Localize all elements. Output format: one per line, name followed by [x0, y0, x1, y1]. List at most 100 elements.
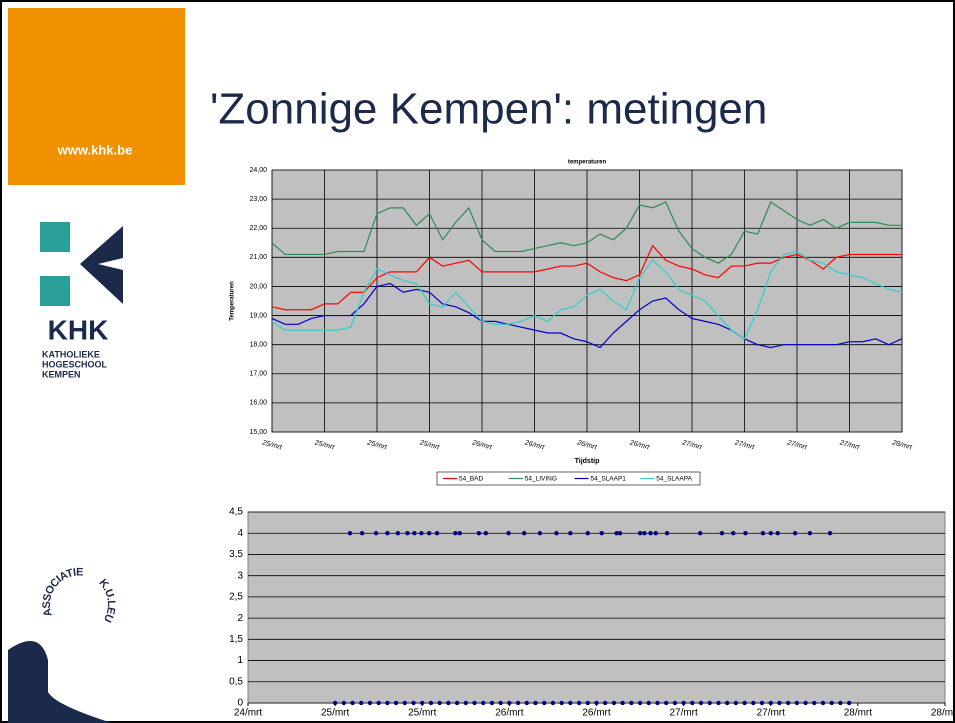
y-tick-label: 15,00 — [249, 429, 267, 436]
corner-shape — [8, 641, 112, 723]
x-tick-label: 26/mrt — [495, 708, 524, 719]
scatter-point — [614, 531, 619, 536]
orange-block — [8, 8, 185, 185]
scatter-point — [731, 531, 736, 536]
scatter-point — [476, 531, 482, 536]
scatter-point — [542, 700, 547, 706]
scatter-point — [550, 700, 556, 706]
scatter-point — [642, 531, 647, 536]
y-tick-label: 22,00 — [249, 225, 267, 232]
scatter-point — [653, 531, 658, 536]
scatter-point — [820, 700, 826, 706]
logo-name: KHK — [48, 314, 109, 345]
scatter-point — [507, 700, 512, 706]
scatter-point — [402, 700, 408, 706]
y-tick-label: 4 — [237, 528, 243, 539]
series-line — [271, 201, 902, 264]
scatter-point — [568, 531, 573, 536]
scatter-point — [629, 700, 634, 706]
scatter-point — [350, 700, 355, 706]
slide-title: 'Zonnige Kempen': metingen — [210, 85, 767, 134]
scatter-point — [807, 531, 813, 536]
logo-line: KATHOLIEKE — [42, 349, 100, 359]
scatter-point — [434, 531, 440, 536]
scatter-point — [655, 700, 660, 706]
scatter-point — [585, 700, 590, 706]
y-tick-label: 20,00 — [249, 283, 267, 290]
scatter-point — [664, 700, 669, 706]
y-tick-label: 17,00 — [249, 371, 267, 378]
x-tick-label: 26/mrt — [582, 708, 611, 719]
scatter-point — [637, 531, 643, 536]
y-tick-label: 19,00 — [249, 312, 267, 319]
scatter-point — [777, 700, 782, 706]
scatter-point — [716, 700, 721, 706]
scatter-point — [751, 700, 756, 706]
y-axis-title: Temperaturen — [230, 281, 236, 321]
scatter-point — [359, 531, 365, 536]
scatter-point — [846, 700, 852, 706]
scatter-point — [428, 700, 434, 706]
x-tick-label: 28/mrt — [931, 708, 955, 719]
scatter-point — [760, 531, 766, 536]
y-tick-label: 23,00 — [249, 196, 267, 203]
scatter-point — [367, 700, 373, 706]
y-tick-label: 0,5 — [229, 676, 243, 687]
y-tick-label: 2,5 — [229, 592, 243, 603]
scatter-point — [515, 700, 521, 706]
series-line — [271, 244, 902, 311]
scatter-point — [707, 700, 712, 706]
series-line — [271, 282, 903, 349]
x-tick-label: 24/mrt — [234, 708, 263, 719]
scatter-point — [420, 700, 425, 706]
site-url: www.khk.be — [57, 142, 133, 157]
scatter-point — [698, 700, 704, 706]
scatter-point — [395, 531, 401, 536]
scatter-point — [681, 700, 686, 706]
scatter-point — [585, 531, 590, 536]
scatter-point — [603, 700, 608, 706]
x-axis-title: Tijdstip — [575, 458, 600, 465]
y-tick-label: 21,00 — [249, 254, 267, 261]
scatter-point — [672, 700, 678, 706]
scatter-point — [648, 531, 653, 536]
scatter-point — [599, 531, 604, 536]
y-tick-label: 16,00 — [249, 400, 267, 407]
x-tick-label: 25/mrt — [321, 708, 350, 719]
y-tick-label: 0 — [237, 698, 243, 709]
scatter-point — [576, 700, 582, 706]
plot-area — [247, 511, 946, 704]
scatter-point — [347, 531, 353, 536]
scatter-point — [376, 700, 381, 706]
x-tick-label: 25/mrt — [408, 708, 437, 719]
scatter-point — [405, 531, 410, 536]
scatter-point — [359, 700, 364, 706]
scatter-point — [472, 700, 477, 706]
logo-line: KEMPEN — [42, 369, 81, 379]
scatter-point — [664, 531, 670, 536]
scatter-point — [393, 700, 399, 706]
y-tick-label: 1 — [237, 655, 243, 666]
scatter-point — [554, 531, 559, 536]
scatter-point — [481, 700, 486, 706]
scatter-point — [524, 700, 529, 706]
scatter-point — [373, 531, 379, 536]
scatter-point — [411, 700, 416, 706]
scatter-point — [759, 700, 765, 706]
scatter-point — [733, 700, 739, 706]
scatter-point — [768, 700, 773, 706]
scatter-point — [453, 531, 458, 536]
scatter-point — [719, 531, 725, 536]
scatter-point — [385, 531, 390, 536]
scatter-point — [483, 531, 489, 536]
scatter-point — [617, 531, 623, 536]
scatter-point — [794, 700, 800, 706]
legend-label: 54_BAD — [459, 476, 484, 483]
legend-box — [436, 471, 701, 486]
y-tick-label: 3,5 — [229, 549, 243, 560]
scatter-point — [537, 531, 543, 536]
legend-label: 54_SLAAPA — [656, 476, 692, 483]
scatter-point — [792, 531, 798, 536]
scatter-point — [768, 531, 773, 536]
scatter-point — [812, 700, 817, 706]
